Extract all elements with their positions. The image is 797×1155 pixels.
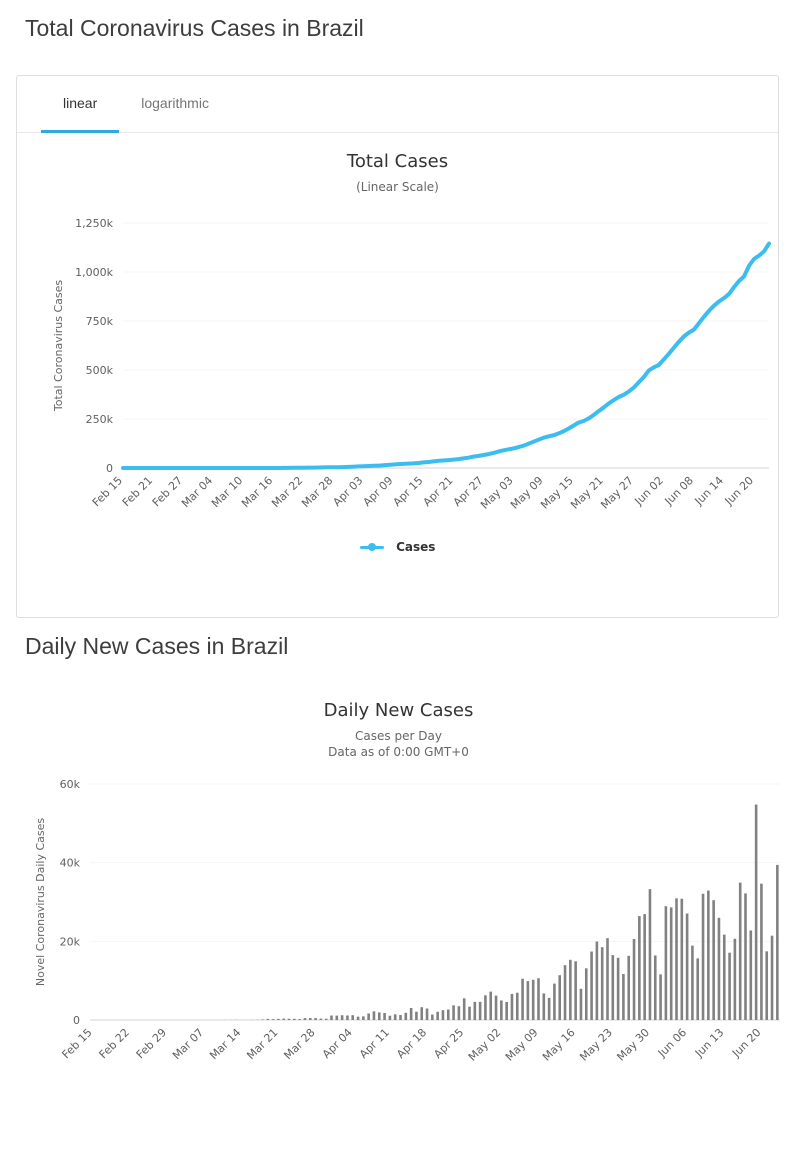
svg-text:Mar 04: Mar 04 xyxy=(179,474,215,510)
svg-text:Feb 21: Feb 21 xyxy=(120,474,155,509)
svg-text:Jun 14: Jun 14 xyxy=(692,474,726,508)
svg-text:0: 0 xyxy=(106,462,113,475)
total-cases-panel: linear logarithmic Total Cases (Linear S… xyxy=(16,75,779,618)
svg-text:May 30: May 30 xyxy=(614,1026,652,1064)
svg-text:May 09: May 09 xyxy=(503,1026,541,1064)
cases-series-marker-icon xyxy=(360,546,384,549)
section2-title: Daily New Cases in Brazil xyxy=(25,633,797,661)
svg-text:40k: 40k xyxy=(60,857,81,870)
svg-text:250k: 250k xyxy=(86,413,114,426)
svg-text:20k: 20k xyxy=(60,936,81,949)
svg-text:Novel Coronavirus Daily Cases: Novel Coronavirus Daily Cases xyxy=(34,818,47,986)
svg-text:Jun 20: Jun 20 xyxy=(729,1026,763,1060)
svg-text:Mar 10: Mar 10 xyxy=(209,474,245,510)
svg-text:May 21: May 21 xyxy=(568,474,606,512)
svg-text:1,000k: 1,000k xyxy=(75,266,113,279)
svg-text:Mar 14: Mar 14 xyxy=(207,1026,243,1062)
svg-text:0: 0 xyxy=(73,1014,80,1027)
chart1-legend[interactable]: Cases xyxy=(17,539,778,557)
daily-new-cases-chart-area: Daily New Cases Cases per Day Data as of… xyxy=(16,700,781,1083)
chart1-subtitle: (Linear Scale) xyxy=(17,179,778,195)
svg-text:Apr 25: Apr 25 xyxy=(431,1026,466,1061)
svg-text:Feb 27: Feb 27 xyxy=(150,474,185,509)
svg-text:May 23: May 23 xyxy=(577,1026,615,1064)
svg-text:May 16: May 16 xyxy=(540,1026,578,1064)
svg-text:60k: 60k xyxy=(60,778,81,791)
svg-text:Jun 13: Jun 13 xyxy=(692,1026,726,1060)
tab-linear[interactable]: linear xyxy=(41,76,119,133)
svg-text:Feb 22: Feb 22 xyxy=(97,1026,132,1061)
chart2-subtitle2: Data as of 0:00 GMT+0 xyxy=(16,744,781,760)
section1-title: Total Coronavirus Cases in Brazil xyxy=(25,15,797,43)
svg-text:Feb 15: Feb 15 xyxy=(59,1026,94,1061)
scale-tabs: linear logarithmic xyxy=(17,76,778,133)
svg-text:Apr 21: Apr 21 xyxy=(421,474,456,509)
svg-text:May 09: May 09 xyxy=(508,474,546,512)
svg-text:Apr 18: Apr 18 xyxy=(394,1026,429,1061)
svg-text:Mar 16: Mar 16 xyxy=(239,474,275,510)
svg-text:Jun 02: Jun 02 xyxy=(632,474,666,508)
svg-text:Mar 21: Mar 21 xyxy=(244,1026,280,1062)
svg-text:May 27: May 27 xyxy=(598,474,636,512)
svg-text:Mar 28: Mar 28 xyxy=(299,474,335,510)
svg-text:May 02: May 02 xyxy=(466,1026,504,1064)
svg-text:Apr 11: Apr 11 xyxy=(357,1026,392,1061)
svg-text:Total Coronavirus Cases: Total Coronavirus Cases xyxy=(52,279,65,412)
svg-text:750k: 750k xyxy=(86,315,114,328)
chart2-title: Daily New Cases xyxy=(16,700,781,721)
svg-text:Mar 22: Mar 22 xyxy=(269,474,305,510)
tab-logarithmic[interactable]: logarithmic xyxy=(119,76,231,133)
svg-text:1,250k: 1,250k xyxy=(75,217,113,230)
svg-text:May 15: May 15 xyxy=(538,474,576,512)
svg-text:Apr 04: Apr 04 xyxy=(320,1026,355,1061)
svg-text:Apr 09: Apr 09 xyxy=(361,474,396,509)
chart1-title: Total Cases xyxy=(17,151,778,172)
svg-text:Jun 08: Jun 08 xyxy=(662,474,696,508)
cases-series-dot-icon xyxy=(368,543,376,551)
svg-text:500k: 500k xyxy=(86,364,114,377)
svg-text:Jun 20: Jun 20 xyxy=(722,474,756,508)
cases-series-label: Cases xyxy=(396,540,435,554)
svg-text:Mar 28: Mar 28 xyxy=(281,1026,317,1062)
svg-text:Apr 03: Apr 03 xyxy=(330,474,365,509)
svg-text:Jun 06: Jun 06 xyxy=(655,1026,689,1060)
svg-text:May 03: May 03 xyxy=(478,474,516,512)
svg-text:Feb 15: Feb 15 xyxy=(90,474,125,509)
svg-text:Apr 15: Apr 15 xyxy=(391,474,426,509)
svg-text:Mar 07: Mar 07 xyxy=(170,1026,206,1062)
chart2-subtitle: Cases per Day xyxy=(16,728,781,744)
svg-text:Feb 29: Feb 29 xyxy=(134,1026,169,1061)
